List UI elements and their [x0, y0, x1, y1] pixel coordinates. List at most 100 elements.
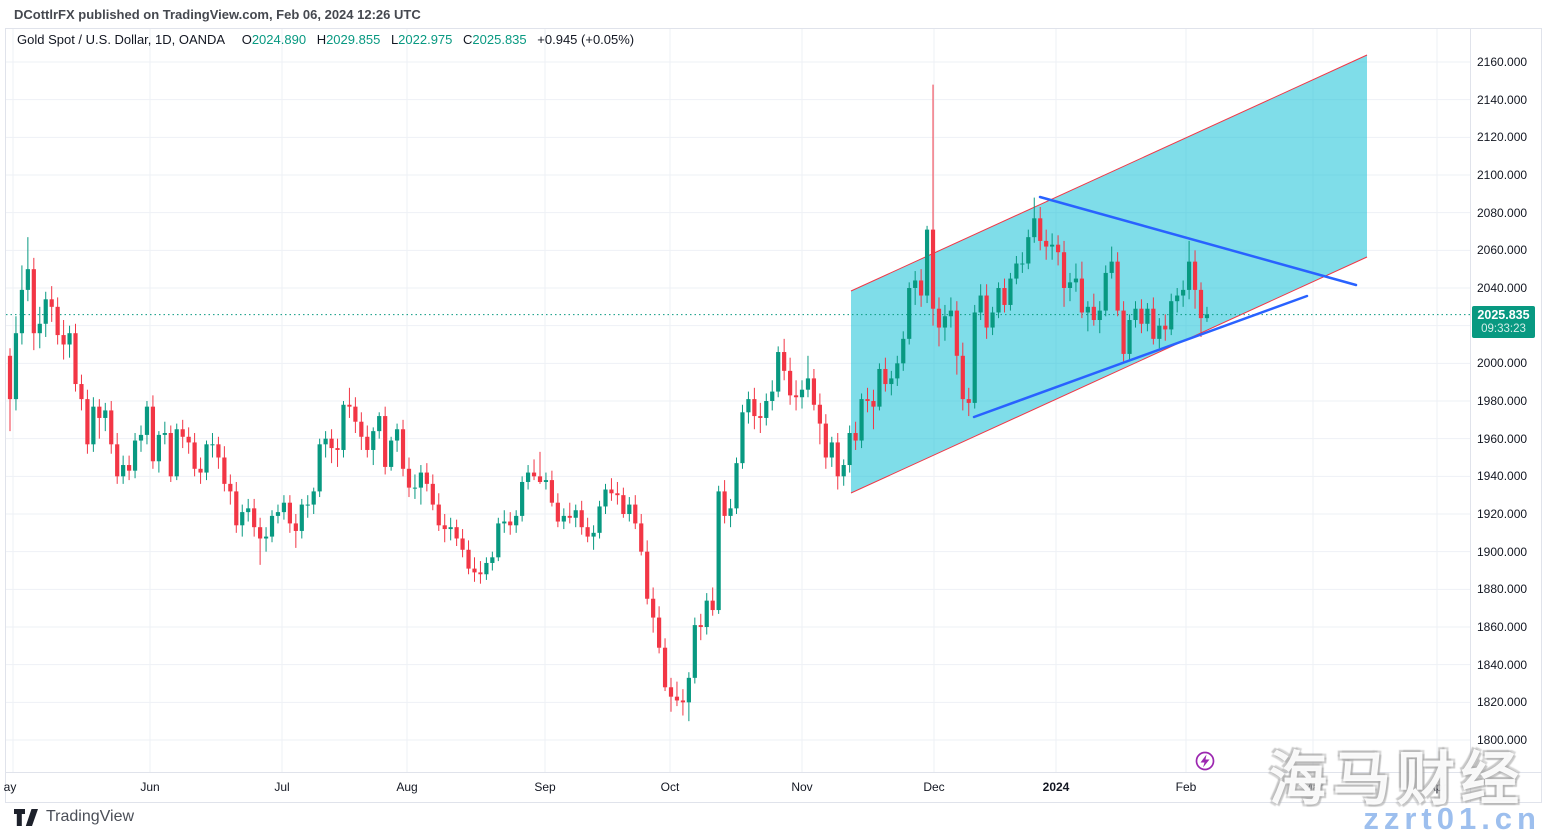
candle-body: [1061, 252, 1067, 288]
candle-body: [895, 363, 900, 379]
ohlc-close-value: 2025.835: [472, 32, 527, 47]
candle-body: [835, 442, 840, 477]
candle-body: [520, 481, 525, 516]
candle-body: [234, 491, 239, 526]
candle-body: [567, 515, 572, 518]
candle-body: [305, 504, 310, 506]
price-axis-label: 2000.000: [1477, 356, 1528, 371]
price-axis-label: 1860.000: [1477, 619, 1528, 634]
candle-body: [1186, 261, 1192, 290]
candle-body: [496, 523, 501, 558]
time-scale[interactable]: ay Jun Jul Aug Sep Oct Nov Dec 2024 Feb Mar Apr: [4, 773, 1470, 803]
candle-body: [799, 389, 805, 398]
candle-body: [1067, 282, 1073, 288]
candle-body: [1097, 310, 1102, 321]
candle-body: [841, 465, 846, 477]
price-axis-label: 1920.000: [1477, 506, 1528, 521]
candle-body: [394, 429, 400, 441]
candle-body: [353, 406, 358, 422]
candle-body: [698, 625, 703, 627]
candle-body: [1079, 278, 1084, 313]
candle-body: [258, 527, 263, 539]
candle-body: [91, 406, 96, 445]
candle-body: [1133, 308, 1138, 321]
candle-body: [788, 370, 793, 396]
time-axis-label: Aug: [396, 780, 418, 794]
candle-body: [782, 352, 787, 371]
candle-body: [204, 444, 209, 473]
candle-body: [805, 378, 811, 390]
candle-body: [710, 600, 715, 611]
candle-body: [502, 521, 507, 524]
candle-body: [651, 598, 656, 618]
candle-body: [79, 384, 84, 400]
candle-body: [359, 421, 364, 437]
candle-body: [1103, 272, 1108, 311]
candle-body: [347, 404, 352, 407]
candle-body: [1163, 325, 1168, 330]
candle-body: [222, 457, 227, 484]
candle-body: [281, 502, 287, 513]
candle-body: [365, 436, 370, 450]
candle-body: [293, 523, 298, 531]
candle-body: [85, 399, 90, 445]
candle-body: [740, 412, 745, 464]
price-scale[interactable]: 2025.835 09:33:23 2160.000 2140.000 2120.0…: [1471, 28, 1542, 772]
candle-body: [948, 310, 953, 317]
candle-body: [442, 525, 447, 530]
candle-body: [1121, 310, 1126, 354]
candle-body: [43, 299, 48, 324]
candle-body: [722, 491, 727, 516]
tradingview-logo-icon[interactable]: [14, 808, 38, 826]
current-price-value: 2025.835: [1477, 307, 1530, 322]
candle-body: [311, 491, 316, 505]
candle-body: [484, 562, 489, 575]
candle-body: [764, 400, 769, 418]
time-axis-label: Jun: [140, 780, 160, 794]
candle-body: [1192, 261, 1198, 290]
candle-body: [960, 355, 965, 400]
candle-body: [1014, 263, 1019, 279]
candle-body: [1055, 244, 1061, 253]
tradingview-brand-text[interactable]: TradingView: [46, 808, 135, 825]
symbol-title[interactable]: Gold Spot / U.S. Dollar, 1D, OANDA: [17, 32, 226, 47]
channel-top-border: [850, 54, 1368, 292]
candle-body: [246, 508, 251, 513]
trendline-ascending: [972, 294, 1309, 419]
candle-body: [299, 504, 304, 531]
candle-body: [668, 687, 674, 697]
candle-body: [919, 280, 924, 296]
candle-body: [144, 406, 150, 435]
candle-body: [883, 368, 888, 385]
candle-body: [1151, 308, 1156, 339]
candle-body: [746, 399, 751, 413]
candle-body: [514, 515, 519, 526]
candle-body: [1032, 218, 1037, 238]
candle-body: [287, 502, 292, 524]
candle-body: [990, 312, 995, 328]
time-axis-label: Feb: [1175, 780, 1197, 794]
candle-body: [847, 433, 852, 466]
publish-info: DCottlrFX published on TradingView.com, …: [14, 7, 421, 22]
candle-body: [138, 434, 144, 441]
candle-body: [662, 647, 668, 688]
candle-body: [1175, 295, 1180, 302]
time-axis-label: Jul: [274, 780, 290, 794]
candle-body: [728, 508, 733, 516]
candle-body: [597, 506, 602, 533]
candle-body: [615, 493, 620, 496]
candle-body: [121, 465, 126, 477]
candle-body: [1127, 320, 1132, 354]
candle-body: [603, 489, 608, 507]
candle-body: [317, 444, 322, 492]
candle-body: [341, 404, 346, 450]
candle-body: [680, 700, 686, 703]
candle-body: [228, 483, 233, 492]
candle-body: [263, 536, 269, 539]
time-axis-label: Oct: [660, 780, 680, 794]
candle-body: [55, 306, 60, 336]
candle-body: [692, 625, 697, 678]
candle-body: [901, 338, 906, 364]
